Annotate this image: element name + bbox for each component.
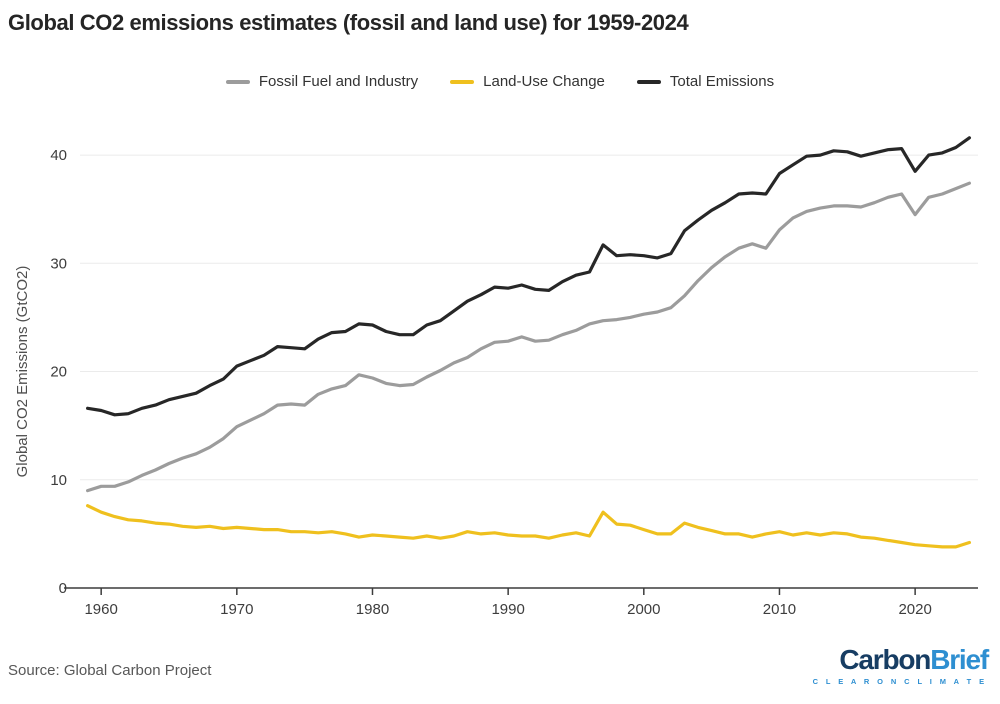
x-tick-label-1960: 1960 xyxy=(84,601,117,618)
y-axis-title: Global CO2 Emissions (GtCO2) xyxy=(14,266,31,478)
y-tick-label-30: 30 xyxy=(50,255,67,272)
legend-item-fossil: Fossil Fuel and Industry xyxy=(225,73,419,90)
carbonbrief-logo: CarbonBrief C L E A R O N C L I M A T E xyxy=(812,644,990,687)
legend-label-land-use: Land-Use Change xyxy=(483,73,605,90)
x-tick-label-1970: 1970 xyxy=(220,601,253,618)
source-note: Source: Global Carbon Project xyxy=(8,662,212,679)
x-tick-label-1990: 1990 xyxy=(491,601,524,618)
x-tick-label-2000: 2000 xyxy=(627,601,660,618)
series-line-fossil-fuel-and-industry xyxy=(85,181,972,493)
legend-label-total: Total Emissions xyxy=(669,73,775,90)
y-tick-label-40: 40 xyxy=(50,147,67,164)
page-title: Global CO2 emissions estimates (fossil a… xyxy=(8,10,689,35)
x-tick-label-2010: 2010 xyxy=(763,601,796,618)
land-use-line-swatch xyxy=(450,79,475,84)
y-tick-label-0: 0 xyxy=(59,580,67,597)
y-tick-label-10: 10 xyxy=(50,472,67,489)
series-line-land-use-change xyxy=(85,504,972,549)
legend-item-total: Total Emissions xyxy=(636,73,775,90)
legend-label-fossil: Fossil Fuel and Industry xyxy=(258,73,419,90)
logo-tagline: C L E A R O N C L I M A T E xyxy=(812,677,987,686)
y-tick-label-20: 20 xyxy=(50,364,67,381)
logo-part-carbon: Carbon xyxy=(839,644,931,675)
fossil-line-swatch xyxy=(225,79,250,84)
x-tick-label-1980: 1980 xyxy=(356,601,389,618)
logo-part-brief: Brief xyxy=(930,644,989,675)
legend: Fossil Fuel and Industry Land-Use Change… xyxy=(0,73,1000,90)
series-line-total-emissions xyxy=(85,136,972,417)
carbonbrief-wordmark: CarbonBrief xyxy=(813,644,989,675)
legend-item-land-use: Land-Use Change xyxy=(450,73,605,90)
x-tick-label-2020: 2020 xyxy=(898,601,931,618)
total-line-swatch xyxy=(636,79,661,84)
